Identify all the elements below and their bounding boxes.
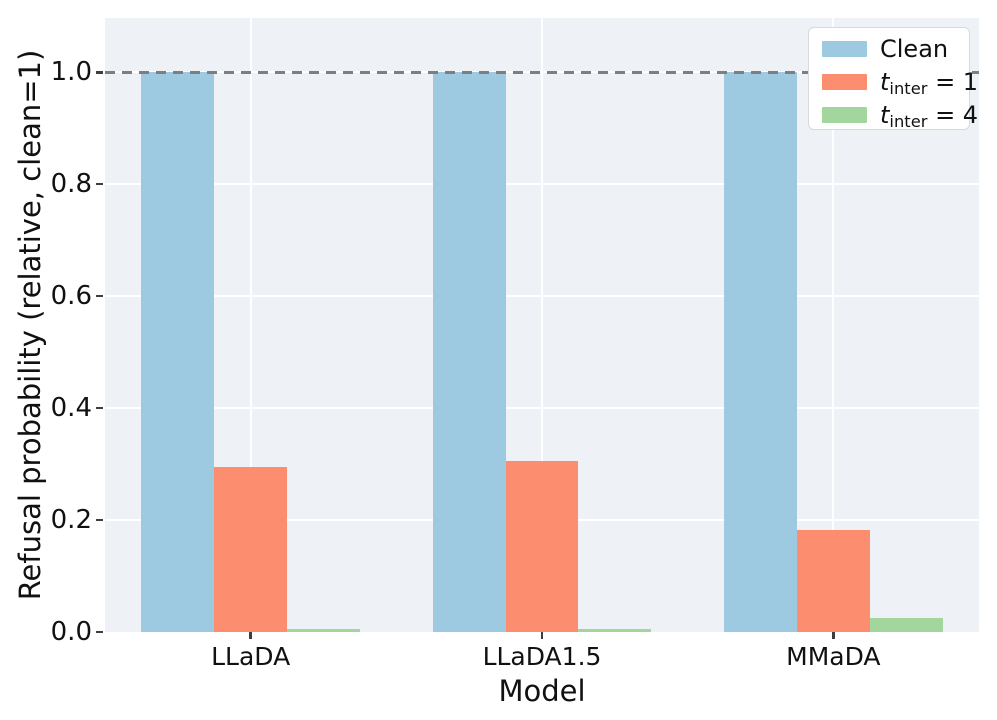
legend-math-subscript: inter — [889, 112, 928, 132]
y-tick-mark — [96, 71, 103, 74]
legend-item-label: tinter = 1 — [880, 69, 978, 98]
legend-math-rhs: = 4 — [927, 101, 979, 129]
legend: Clean tinter = 1 tinter = 4 — [808, 27, 978, 131]
legend-math-rhs: = 1 — [927, 68, 979, 96]
bar-t-inter-4-llada — [287, 629, 360, 632]
bar-t-inter-4-llada1.5 — [578, 629, 652, 632]
legend-swatch — [822, 74, 867, 90]
legend-math-var: t — [880, 68, 890, 96]
x-tick-label-mmada: MMaDA — [786, 642, 881, 671]
legend-item: Clean — [809, 36, 969, 62]
gridline-vertical — [832, 18, 835, 632]
y-tick-mark — [96, 182, 103, 186]
legend-item-label: Clean — [880, 35, 949, 63]
x-tick-mark — [832, 632, 835, 639]
reference-line-dashed — [105, 70, 979, 74]
x-axis-label: Model — [498, 674, 586, 708]
x-tick-label-llada1.5: LLaDA1.5 — [482, 642, 602, 671]
x-tick-mark — [249, 632, 252, 639]
bar-t-inter-4-mmada — [869, 618, 943, 632]
bar-t-inter-1-llada — [214, 466, 288, 632]
y-tick-label: 0.4 — [50, 393, 92, 424]
y-tick-label: 0.6 — [50, 281, 92, 312]
y-tick-mark — [96, 630, 103, 634]
legend-math-var: t — [880, 101, 890, 129]
gridline-vertical — [541, 18, 543, 632]
legend-swatch — [822, 41, 867, 57]
y-axis-label: Refusal probability (relative, clean=1) — [13, 49, 47, 601]
bar-clean-mmada — [724, 72, 797, 632]
y-tick-label: 0.0 — [50, 617, 92, 647]
bar-clean-llada1.5 — [432, 72, 506, 632]
legend-item: tinter = 4 — [809, 102, 978, 131]
bar-clean-llada — [141, 72, 215, 632]
y-tick-mark — [96, 518, 103, 522]
y-tick-mark — [96, 294, 103, 298]
gridline-vertical — [249, 18, 252, 632]
y-tick-label: 1.0 — [50, 57, 92, 88]
legend-item-label: tinter = 4 — [880, 102, 978, 131]
y-tick-mark — [96, 406, 103, 410]
y-tick-label: 0.8 — [50, 169, 92, 200]
x-tick-mark — [540, 632, 544, 639]
legend-math-subscript: inter — [889, 79, 928, 99]
x-tick-label-llada: LLaDA — [211, 642, 291, 671]
legend-swatch — [822, 107, 867, 123]
bar-t-inter-1-llada1.5 — [505, 461, 579, 632]
legend-item: tinter = 1 — [809, 69, 978, 98]
bar-t-inter-1-mmada — [796, 529, 870, 632]
y-tick-label: 0.2 — [50, 505, 92, 536]
